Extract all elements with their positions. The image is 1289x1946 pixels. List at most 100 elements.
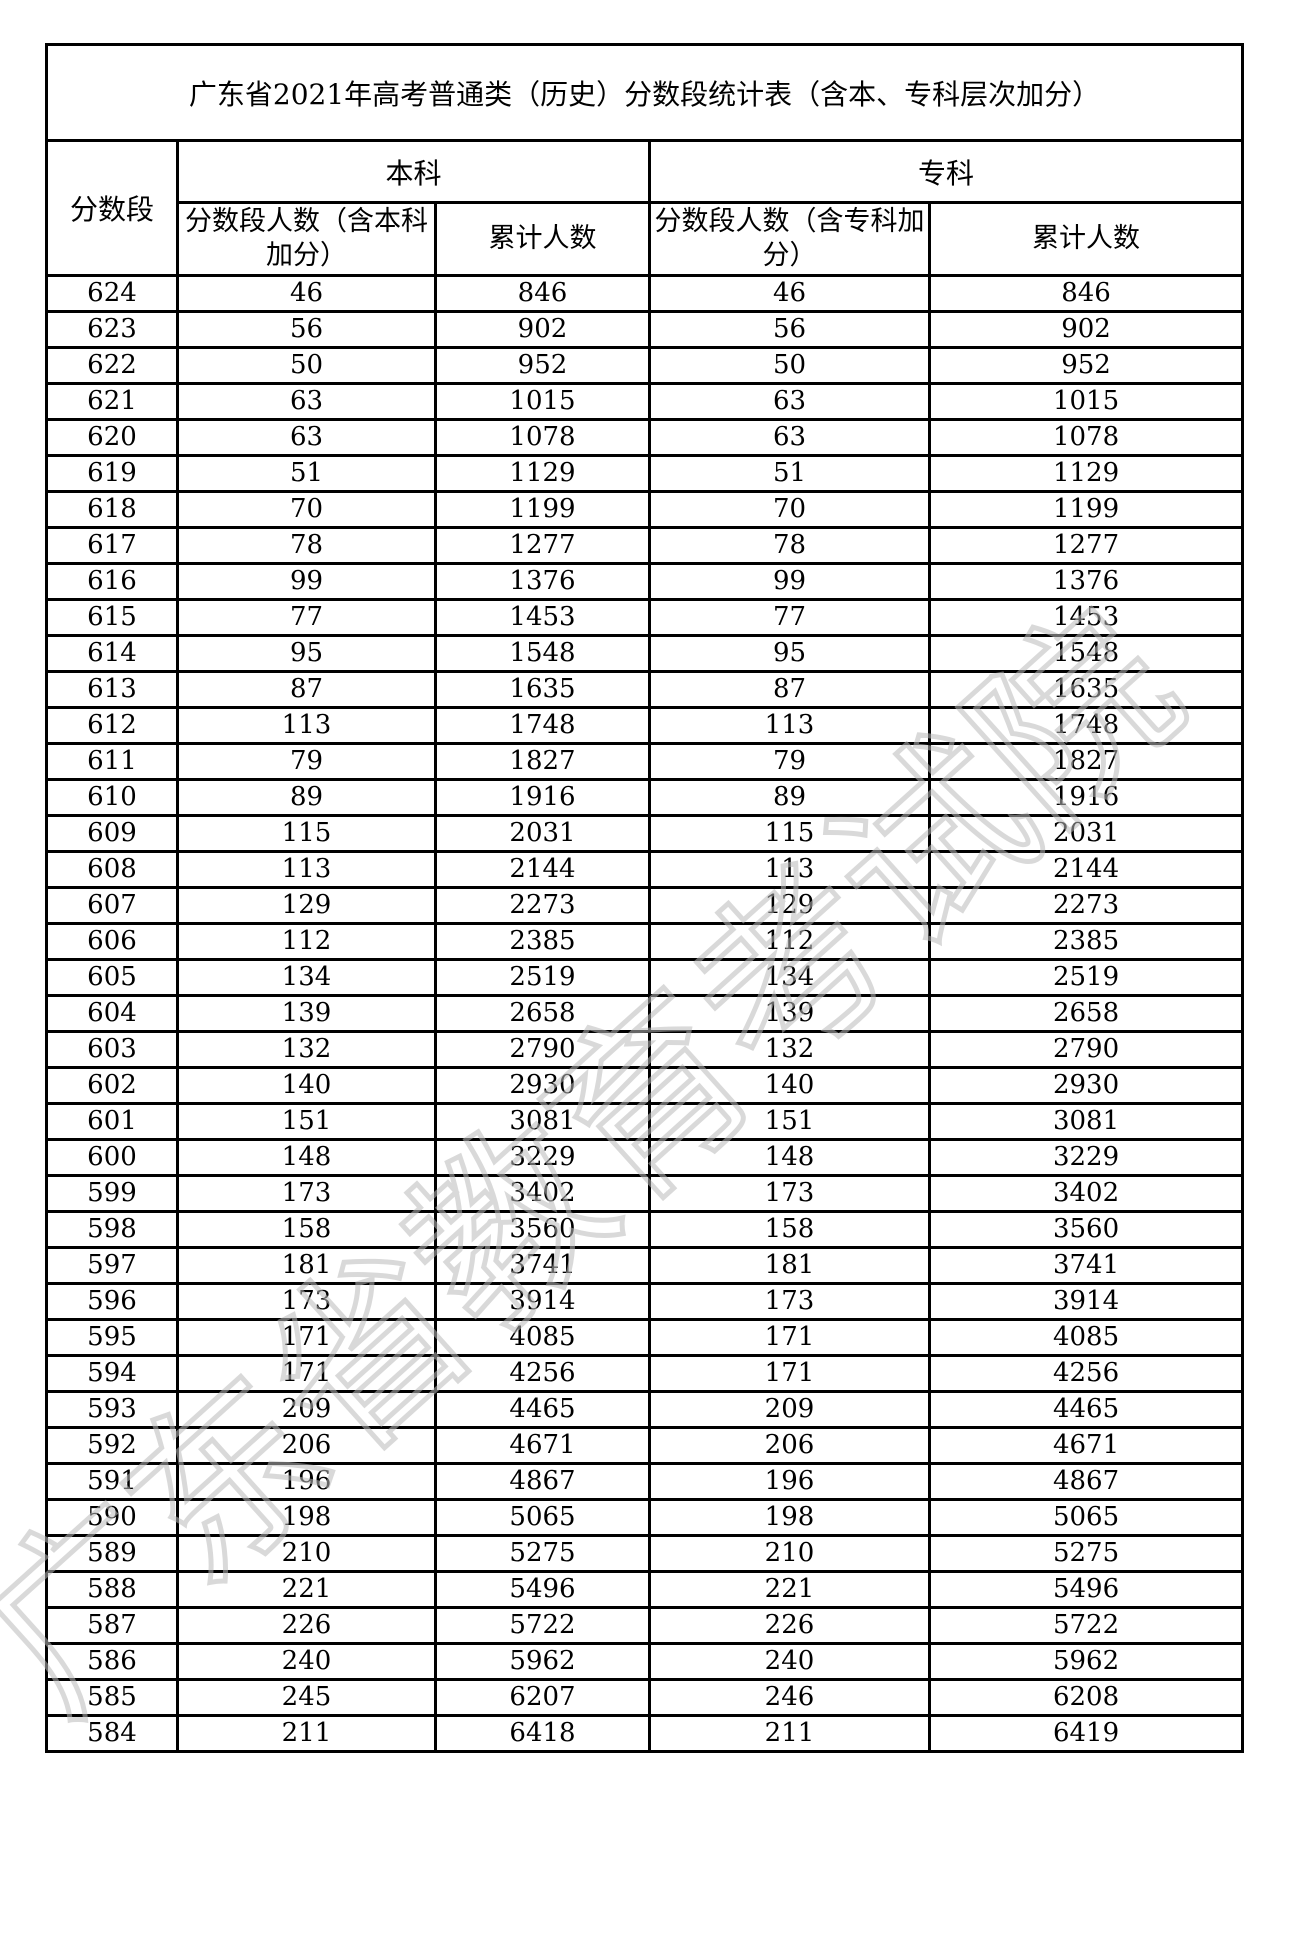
cell-junior-cumulative: 2144 [927,850,1245,889]
cell-junior-cumulative: 6419 [927,1714,1245,1753]
cell-junior-count: 206 [648,1426,931,1465]
table-row: 593 209 4465 209 4465 [45,1390,1245,1429]
cell-score: 602 [45,1066,179,1105]
cell-junior-cumulative: 4465 [927,1390,1245,1429]
cell-undergrad-count: 198 [176,1498,437,1537]
cell-undergrad-count: 226 [176,1606,437,1645]
table-row: 606 112 2385 112 2385 [45,922,1245,961]
cell-junior-count: 134 [648,958,931,997]
cell-undergrad-cumulative: 3741 [434,1246,651,1285]
cell-score: 593 [45,1390,179,1429]
cell-score: 599 [45,1174,179,1213]
cell-undergrad-cumulative: 5722 [434,1606,651,1645]
cell-junior-count: 226 [648,1606,931,1645]
cell-score: 603 [45,1030,179,1069]
table-row: 594 171 4256 171 4256 [45,1354,1245,1393]
cell-undergrad-cumulative: 1078 [434,418,651,457]
cell-junior-cumulative: 5496 [927,1570,1245,1609]
cell-undergrad-count: 240 [176,1642,437,1681]
cell-undergrad-count: 113 [176,850,437,889]
cell-junior-cumulative: 1376 [927,562,1245,601]
cell-score: 600 [45,1138,179,1177]
cell-undergrad-count: 158 [176,1210,437,1249]
cell-undergrad-cumulative: 2031 [434,814,651,853]
cell-score: 619 [45,454,179,493]
header-undergrad: 本科 [176,139,651,204]
table-row: 611 79 1827 79 1827 [45,742,1245,781]
cell-junior-cumulative: 2658 [927,994,1245,1033]
cell-junior-cumulative: 1748 [927,706,1245,745]
cell-undergrad-cumulative: 1015 [434,382,651,421]
cell-undergrad-cumulative: 4867 [434,1462,651,1501]
cell-undergrad-cumulative: 5496 [434,1570,651,1609]
cell-undergrad-cumulative: 846 [434,274,651,313]
cell-junior-cumulative: 1277 [927,526,1245,565]
cell-junior-cumulative: 1548 [927,634,1245,673]
cell-score: 585 [45,1678,179,1717]
cell-score: 607 [45,886,179,925]
cell-undergrad-cumulative: 2790 [434,1030,651,1069]
cell-undergrad-cumulative: 2273 [434,886,651,925]
cell-undergrad-cumulative: 1748 [434,706,651,745]
cell-undergrad-count: 56 [176,310,437,349]
table-row: 613 87 1635 87 1635 [45,670,1245,709]
cell-junior-count: 113 [648,850,931,889]
cell-junior-cumulative: 1015 [927,382,1245,421]
cell-junior-count: 173 [648,1174,931,1213]
table-row: 619 51 1129 51 1129 [45,454,1245,493]
cell-junior-count: 209 [648,1390,931,1429]
cell-undergrad-count: 173 [176,1282,437,1321]
cell-score: 621 [45,382,179,421]
cell-junior-count: 87 [648,670,931,709]
table-row: 586 240 5962 240 5962 [45,1642,1245,1681]
cell-score: 587 [45,1606,179,1645]
cell-undergrad-cumulative: 3229 [434,1138,651,1177]
cell-undergrad-cumulative: 952 [434,346,651,385]
table-row: 612 113 1748 113 1748 [45,706,1245,745]
cell-undergrad-cumulative: 2385 [434,922,651,961]
cell-junior-cumulative: 3914 [927,1282,1245,1321]
cell-score: 610 [45,778,179,817]
cell-junior-cumulative: 2790 [927,1030,1245,1069]
cell-undergrad-count: 196 [176,1462,437,1501]
table-row: 614 95 1548 95 1548 [45,634,1245,673]
cell-junior-count: 79 [648,742,931,781]
table-row: 597 181 3741 181 3741 [45,1246,1245,1285]
cell-junior-cumulative: 846 [927,274,1245,313]
header-undergrad-count: 分数段人数（含本科加分） [176,201,437,277]
cell-junior-count: 171 [648,1354,931,1393]
cell-score: 598 [45,1210,179,1249]
cell-undergrad-count: 151 [176,1102,437,1141]
cell-undergrad-cumulative: 5065 [434,1498,651,1537]
cell-junior-cumulative: 1453 [927,598,1245,637]
header-undergrad-cumulative: 累计人数 [434,201,651,277]
cell-undergrad-cumulative: 2930 [434,1066,651,1105]
cell-undergrad-count: 206 [176,1426,437,1465]
cell-undergrad-count: 134 [176,958,437,997]
table-row: 610 89 1916 89 1916 [45,778,1245,817]
table-row: 584 211 6418 211 6419 [45,1714,1245,1753]
table-row: 585 245 6207 246 6208 [45,1678,1245,1717]
cell-score: 592 [45,1426,179,1465]
cell-score: 596 [45,1282,179,1321]
cell-junior-cumulative: 4085 [927,1318,1245,1357]
cell-score: 594 [45,1354,179,1393]
table-row: 592 206 4671 206 4671 [45,1426,1245,1465]
cell-undergrad-count: 70 [176,490,437,529]
cell-undergrad-count: 181 [176,1246,437,1285]
cell-undergrad-cumulative: 2144 [434,850,651,889]
cell-undergrad-cumulative: 2658 [434,994,651,1033]
cell-junior-count: 196 [648,1462,931,1501]
cell-score: 591 [45,1462,179,1501]
cell-undergrad-cumulative: 5275 [434,1534,651,1573]
cell-junior-count: 50 [648,346,931,385]
cell-undergrad-count: 63 [176,382,437,421]
cell-score: 606 [45,922,179,961]
cell-score: 601 [45,1102,179,1141]
table-row: 609 115 2031 115 2031 [45,814,1245,853]
cell-score: 609 [45,814,179,853]
cell-junior-cumulative: 1635 [927,670,1245,709]
cell-undergrad-cumulative: 1548 [434,634,651,673]
cell-score: 620 [45,418,179,457]
cell-junior-cumulative: 2385 [927,922,1245,961]
